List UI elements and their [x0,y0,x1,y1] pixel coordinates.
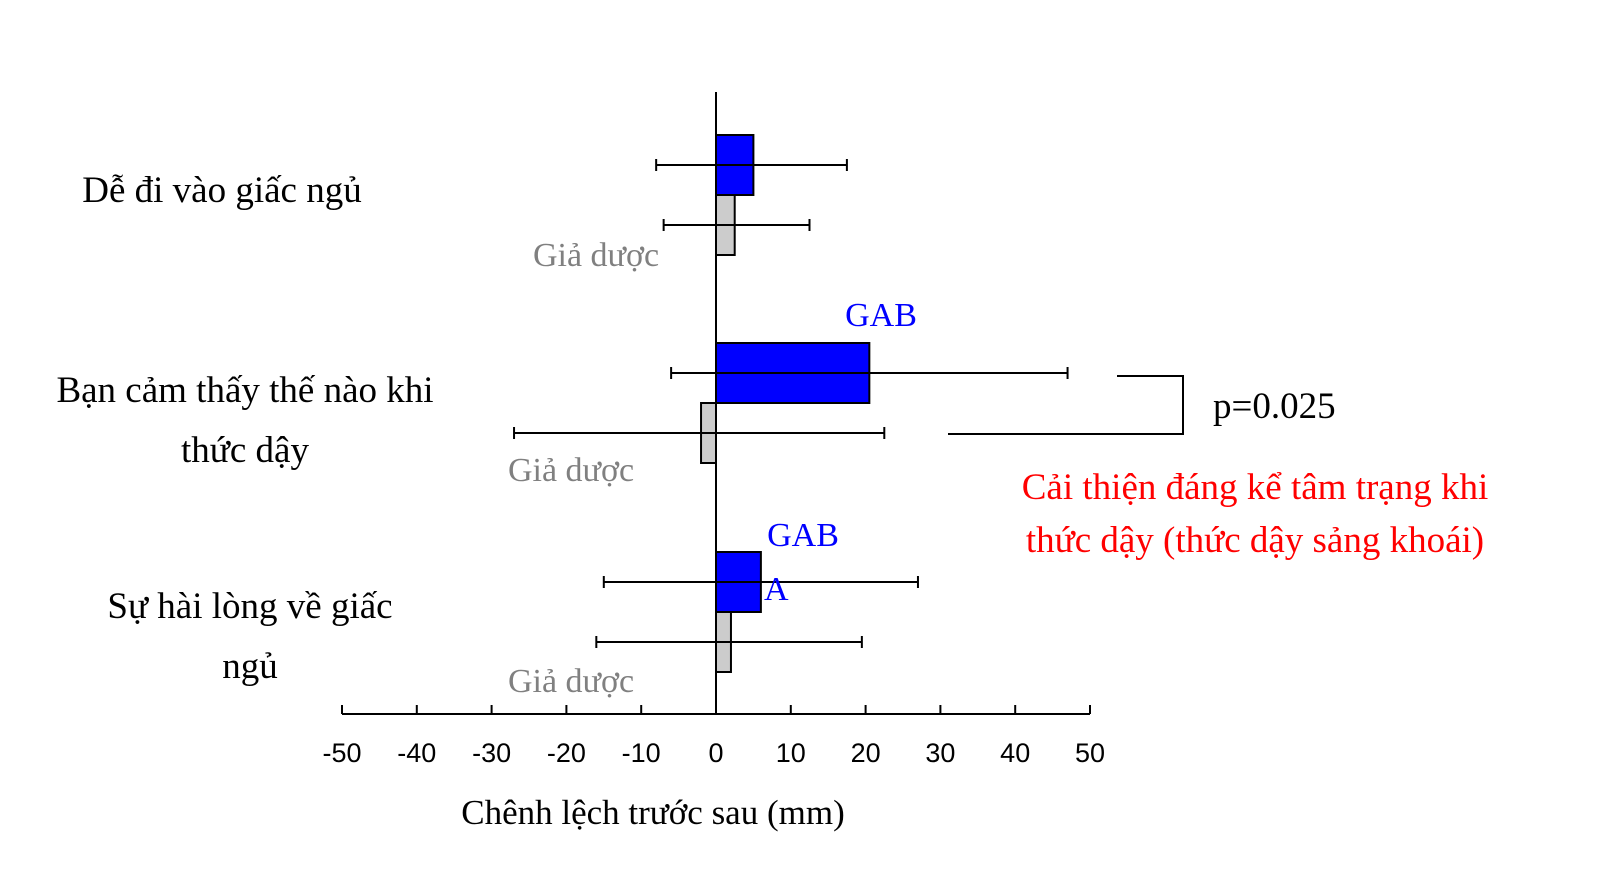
placebo-label: Giả dược [533,237,659,274]
gab-label: GAB [845,297,917,334]
annotation-note: Cải thiện đáng kể tâm trạng khi thức dậy … [1022,467,1489,561]
category-label: Sự hài lòng về giấc [107,586,392,627]
x-tick-label: 20 [851,738,881,768]
x-tick-label: 50 [1075,738,1105,768]
x-tick-label: -40 [397,738,436,768]
annotation-line: Cải thiện đáng kể tâm trạng khi [1022,467,1489,508]
category-label: thức dậy [181,430,309,471]
placebo-label: Giả dược [508,452,634,489]
gab-label: A [764,571,789,608]
x-tick-label: 40 [1000,738,1030,768]
significance-bracket: p=0.025 [948,375,1336,435]
x-tick-label: 30 [925,738,955,768]
category-label: ngủ [222,646,278,687]
bracket-line [948,375,1184,435]
x-axis: -50 -40 -30 -20 -10 0 10 20 30 40 50 [322,705,1105,768]
x-tick-label: -20 [547,738,586,768]
x-tick-label: 0 [708,738,723,768]
x-tick-label: -30 [472,738,511,768]
placebo-label: Giả dược [508,663,634,700]
error-bars-layer [513,159,1069,648]
x-axis-title: Chênh lệch trước sau (mm) [461,793,844,832]
category-label: Dễ đi vào giấc ngủ [82,170,361,211]
category-label: Bạn cảm thấy thế nào khi [56,370,433,411]
x-tick-label: 10 [776,738,806,768]
x-tick-label: -10 [622,738,661,768]
annotation-line: thức dậy (thức dậy sảng khoái) [1026,520,1484,561]
p-value-label: p=0.025 [1213,386,1336,427]
x-tick-label: -50 [322,738,361,768]
bar-labels: GAB GAB A Giả dược Giả dược Giả dược [508,237,917,700]
gab-label: GAB [767,517,839,554]
category-labels: Dễ đi vào giấc ngủ Bạn cảm thấy thế nào k… [56,170,433,687]
